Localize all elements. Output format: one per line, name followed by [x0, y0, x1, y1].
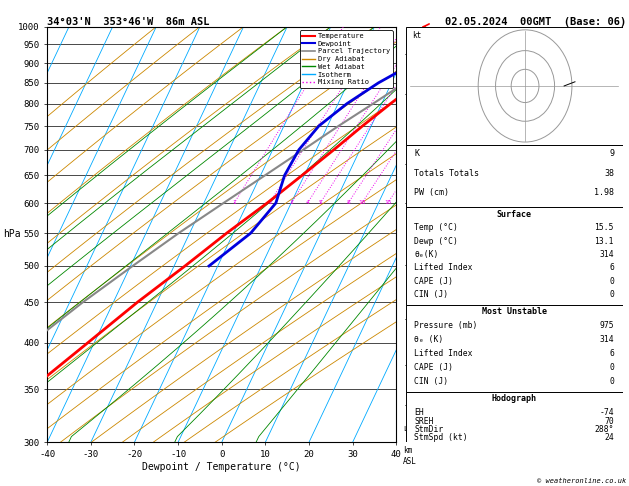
Text: 13.1: 13.1	[594, 237, 614, 246]
Text: 288°: 288°	[594, 425, 614, 434]
Text: 34°03'N  353°46'W  86m ASL: 34°03'N 353°46'W 86m ASL	[47, 17, 209, 27]
Text: K: K	[415, 149, 420, 158]
Text: 0: 0	[609, 363, 614, 372]
Text: Dewp (°C): Dewp (°C)	[415, 237, 459, 246]
Text: -74: -74	[599, 408, 614, 417]
Text: Hodograph: Hodograph	[492, 395, 537, 403]
Text: 1.98: 1.98	[594, 188, 614, 197]
Text: Lifted Index: Lifted Index	[415, 349, 473, 358]
Text: 15.5: 15.5	[594, 223, 614, 232]
Text: StmDir: StmDir	[415, 425, 443, 434]
Text: 24: 24	[604, 434, 614, 442]
Text: 15: 15	[384, 200, 392, 205]
Text: EH: EH	[415, 408, 424, 417]
Text: kt: kt	[412, 31, 421, 40]
Bar	[406, 208, 623, 305]
Legend: Temperature, Dewpoint, Parcel Trajectory, Dry Adiabat, Wet Adiabat, Isotherm, Mi: Temperature, Dewpoint, Parcel Trajectory…	[299, 30, 392, 88]
Text: -6: -6	[403, 160, 413, 169]
Text: CIN (J): CIN (J)	[415, 377, 448, 386]
Text: 10: 10	[359, 200, 366, 205]
Text: Lifted Index: Lifted Index	[415, 263, 473, 273]
Text: SREH: SREH	[415, 417, 434, 426]
Text: Temp (°C): Temp (°C)	[415, 223, 459, 232]
Text: LCL: LCL	[403, 426, 416, 432]
Text: 2: 2	[268, 200, 272, 205]
Text: 9: 9	[609, 149, 614, 158]
Text: © weatheronline.co.uk: © weatheronline.co.uk	[537, 478, 626, 484]
Text: Surface: Surface	[497, 209, 532, 219]
Text: θₑ(K): θₑ(K)	[415, 250, 439, 259]
Text: 0: 0	[609, 377, 614, 386]
Text: CAPE (J): CAPE (J)	[415, 277, 454, 286]
Text: -8: -8	[403, 50, 413, 59]
Bar	[406, 27, 623, 145]
Text: -4: -4	[403, 261, 413, 270]
Text: Totals Totals: Totals Totals	[415, 169, 479, 178]
Text: -2: -2	[403, 361, 413, 370]
Text: hPa: hPa	[3, 229, 21, 240]
Text: -1: -1	[403, 401, 413, 410]
Bar	[406, 392, 623, 442]
Text: 0: 0	[609, 277, 614, 286]
Text: θₑ (K): θₑ (K)	[415, 335, 443, 344]
Text: CIN (J): CIN (J)	[415, 290, 448, 299]
Text: CAPE (J): CAPE (J)	[415, 363, 454, 372]
Text: 4: 4	[306, 200, 309, 205]
Text: 8: 8	[347, 200, 350, 205]
Text: 5: 5	[319, 200, 323, 205]
Text: km
ASL: km ASL	[403, 447, 417, 466]
Text: Pressure (mb): Pressure (mb)	[415, 321, 478, 330]
Text: -3: -3	[403, 314, 413, 324]
Text: 0: 0	[609, 290, 614, 299]
X-axis label: Dewpoint / Temperature (°C): Dewpoint / Temperature (°C)	[142, 462, 301, 472]
Text: StmSpd (kt): StmSpd (kt)	[415, 434, 468, 442]
Text: 1: 1	[233, 200, 237, 205]
Text: PW (cm): PW (cm)	[415, 188, 449, 197]
Text: Most Unstable: Most Unstable	[482, 307, 547, 316]
Text: 6: 6	[609, 263, 614, 273]
Text: 314: 314	[599, 335, 614, 344]
Text: 02.05.2024  00GMT  (Base: 06): 02.05.2024 00GMT (Base: 06)	[445, 17, 626, 27]
Text: -5: -5	[403, 199, 413, 208]
Bar	[406, 145, 623, 208]
Text: -7: -7	[403, 90, 413, 99]
Text: Mixing Ratio (g/kg): Mixing Ratio (g/kg)	[441, 191, 450, 278]
Text: 70: 70	[604, 417, 614, 426]
Text: 3: 3	[290, 200, 294, 205]
Text: 314: 314	[599, 250, 614, 259]
Text: 975: 975	[599, 321, 614, 330]
Bar	[406, 305, 623, 392]
Text: 6: 6	[609, 349, 614, 358]
Text: 38: 38	[604, 169, 614, 178]
